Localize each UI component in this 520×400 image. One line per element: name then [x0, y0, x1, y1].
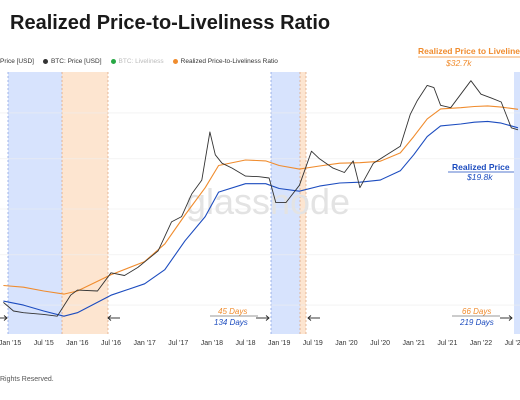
chart-title: Realized Price-to-Liveliness Ratio [10, 12, 331, 34]
bear-period-band [8, 72, 62, 334]
legend-item-btc-price[interactable]: BTC: Price [USD] [42, 58, 102, 65]
arrow-right-icon [107, 315, 120, 321]
x-tick-label: Jan '15 [0, 340, 21, 347]
x-tick-label: Jul '16 [101, 340, 121, 347]
legend-item-ratio[interactable]: Realized Price-to-Liveliness Ratio [172, 58, 278, 65]
series-group [3, 80, 519, 317]
x-tick-label: Jul '22 [505, 340, 520, 347]
legend-item-btc-price-label: BTC: Price [USD] [50, 58, 102, 65]
legend-item-price[interactable]: Price [USD] [0, 58, 34, 65]
bear-period-band [514, 72, 520, 334]
footer-copyright: Rights Reserved. [0, 376, 54, 383]
legend-item-ratio-label: Realized Price-to-Liveliness Ratio [180, 58, 278, 65]
x-tick-label: Jan '18 [201, 340, 223, 347]
period2-days-b: 219 Days [459, 318, 494, 327]
arrow-left-icon [256, 315, 270, 321]
realized-price-label: Realized Price [452, 162, 510, 172]
realized-liveliness-value: $32.7k [445, 58, 472, 68]
series-line-btc-price-usd- [3, 80, 519, 317]
x-tick-label: Jan '17 [133, 340, 155, 347]
realized-price-value: $19.8k [466, 172, 493, 182]
x-tick-label: Jul '18 [236, 340, 256, 347]
arrow-right-icon [307, 315, 320, 321]
realized-liveliness-label: Realized Price to Liveliness [418, 46, 520, 56]
x-tick-label: Jan '16 [66, 340, 88, 347]
x-tick-label: Jul '20 [370, 340, 390, 347]
series-line-realized-price-to-liveliness [3, 105, 519, 295]
x-tick-label: Jan '19 [268, 340, 290, 347]
accumulation-period-band [62, 72, 108, 334]
grid-lines [0, 112, 520, 306]
accumulation-period-band [300, 72, 306, 334]
legend-dot-icon [172, 59, 178, 64]
x-tick-label: Jul '19 [303, 340, 323, 347]
legend-dot-icon [110, 59, 116, 64]
period1-days-a: 45 Days [218, 307, 247, 316]
period1-days-b: 134 Days [214, 318, 248, 327]
x-axis: Jan '15 Jul '15 Jan '16 Jul '16 Jan '17 Jul '… [0, 340, 520, 347]
x-tick-label: Jul '21 [437, 340, 457, 347]
watermark-text: glassnode [186, 181, 350, 222]
x-tick-label: Jan '20 [335, 340, 357, 347]
arrow-left-icon [500, 315, 513, 321]
legend-item-liveliness-label: BTC: Liveliness [118, 58, 164, 65]
x-tick-label: Jan '21 [403, 340, 425, 347]
arrow-left-icon [0, 315, 8, 321]
legend-item-price-label: Price [USD] [0, 58, 34, 65]
x-tick-label: Jul '15 [34, 340, 54, 347]
x-tick-label: Jul '17 [168, 340, 188, 347]
chart-legend: Price [USD] BTC: Price [USD] BTC: Liveli… [0, 58, 278, 65]
series-line-realized-price [3, 120, 519, 317]
legend-dot-icon [42, 59, 48, 64]
period2-days-a: 66 Days [462, 307, 491, 316]
legend-item-liveliness[interactable]: BTC: Liveliness [110, 58, 164, 65]
x-tick-label: Jan '22 [470, 340, 492, 347]
